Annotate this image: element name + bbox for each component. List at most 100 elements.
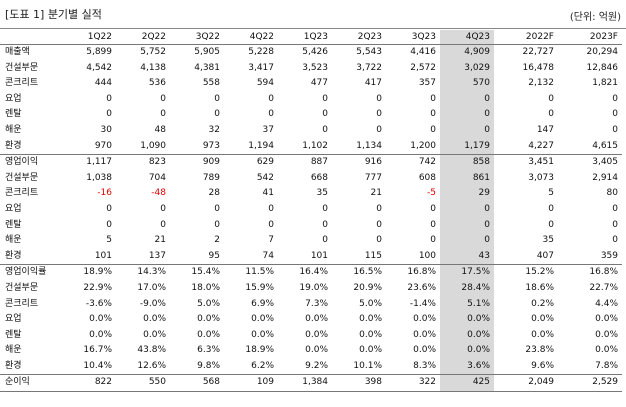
column-header: 2Q22	[116, 30, 170, 45]
table-cell: 0	[376, 109, 382, 120]
table-row: 환경 970 1,090 973 1,194 1,102 1,134 1,200 1,179 4,…	[0, 138, 622, 155]
table-cell: 2,049	[494, 374, 558, 393]
table-cell: 0	[612, 124, 618, 135]
table-cell: 0.0%	[305, 345, 328, 356]
table-cell: 16.7%	[83, 345, 112, 356]
table-cell: 28	[208, 188, 220, 199]
table-cell: 23.8%	[525, 345, 554, 356]
column-header: 2022F	[494, 30, 558, 45]
table-cell: 12,846	[586, 62, 619, 73]
table-cell: 704	[148, 172, 166, 183]
title-bar: [도표 1] 분기별 실적 (단위: 억원)	[0, 0, 626, 29]
table-row: 건설부문 1,038 704 789 542 668 777 608 861 3,073 2,914	[0, 170, 622, 187]
table-cell: 0.0%	[440, 327, 494, 344]
table-cell: 17.5%	[440, 264, 494, 281]
table-cell: 0.2%	[531, 298, 554, 309]
table-row: 콘크리트 444 536 558 594 477 417 357 570 2,132 1,821	[0, 76, 622, 92]
table-cell: 9.6%	[531, 360, 554, 371]
table-cell: 542	[256, 172, 274, 183]
table-cell: 0	[440, 217, 494, 234]
table-cell: 0	[106, 93, 112, 104]
table-cell: 0.0%	[440, 343, 494, 359]
table-cell: 2,914	[592, 172, 618, 183]
table-cell: 425	[440, 374, 494, 393]
table-cell: 0.0%	[531, 314, 554, 325]
column-header: 3Q22	[170, 30, 224, 45]
table-cell: 0	[268, 219, 274, 230]
table-body: 매출액 5,899 5,752 5,905 5,228 5,426 5,543 4,416 4,…	[0, 43, 622, 393]
table-cell: 550	[116, 374, 170, 393]
table-cell: 444	[94, 78, 112, 89]
table-cell: 6.3%	[197, 345, 220, 356]
table-cell: 29	[440, 186, 494, 202]
table-cell: 909	[170, 154, 224, 171]
table-cell: 6.9%	[251, 298, 274, 309]
row-label: 환경	[5, 360, 22, 371]
table-cell: 18.0%	[191, 282, 220, 293]
table-cell: 0	[376, 124, 382, 135]
row-label: 환경	[5, 140, 22, 151]
table-row: 해운 16.7% 43.8% 6.3% 18.9% 0.0% 0.0% 0.0% 0.0% 23.…	[0, 343, 622, 359]
table-cell: 0.0%	[89, 329, 112, 340]
table-row: 영업이익 1,117 823 909 629 887 916 742 858 3,451 3,405	[0, 154, 622, 171]
header-row: 1Q22 2Q22 3Q22 4Q22 1Q23 2Q23 3Q23 4Q23 2022F 202…	[0, 30, 622, 45]
table-cell: 3,029	[440, 60, 494, 77]
table-cell: 0	[612, 219, 618, 230]
table-cell: 3,073	[528, 172, 554, 183]
table-cell: 37	[262, 124, 274, 135]
row-label: 영업이익	[0, 154, 62, 171]
table-cell: 5,905	[170, 43, 224, 61]
table-cell: 20.9%	[353, 282, 382, 293]
table-cell: 0	[376, 203, 382, 214]
table-row: 순이익 822 550 568 109 1,384 398 322 425 2,049 2,529	[0, 374, 622, 393]
table-row: 콘크리트 -16 -48 28 41 35 21 -5 29 5 80	[0, 186, 622, 202]
table-cell: 0	[160, 109, 166, 120]
table-cell: -16	[97, 188, 112, 199]
table-cell: 823	[116, 154, 170, 171]
column-header: 1Q23	[278, 30, 332, 45]
table-cell: 4,416	[386, 43, 440, 61]
table-cell: 322	[386, 374, 440, 393]
table-cell: 0.0%	[359, 345, 382, 356]
table-cell: 19.0%	[299, 282, 328, 293]
table-cell: 861	[440, 170, 494, 187]
table-cell: 0.0%	[197, 329, 220, 340]
table-cell: 0	[322, 203, 328, 214]
table-row: 건설부문 22.9% 17.0% 18.0% 15.9% 19.0% 20.9% 23.6% 2…	[0, 280, 622, 297]
column-header: 4Q22	[224, 30, 278, 45]
table-cell: 0	[376, 235, 382, 246]
table-cell: 0	[322, 124, 328, 135]
table-cell: 15.9%	[245, 282, 274, 293]
table-row: 요업 0 0 0 0 0 0 0 0 0 0	[0, 201, 622, 218]
table-cell: 41	[262, 188, 274, 199]
table-cell: 858	[440, 154, 494, 171]
table-cell: 0	[440, 201, 494, 218]
table-cell: 0	[106, 109, 112, 120]
table-cell: 22.9%	[83, 282, 112, 293]
column-header: 1Q22	[62, 30, 116, 45]
column-header: 4Q23	[440, 30, 494, 45]
table-cell: 7	[268, 235, 274, 246]
table-cell: 407	[536, 250, 554, 261]
table-cell: 0	[440, 122, 494, 139]
table-cell: 0	[612, 203, 618, 214]
table-cell: 35	[542, 235, 554, 246]
table-row: 매출액 5,899 5,752 5,905 5,228 5,426 5,543 4,416 4,…	[0, 43, 622, 61]
table-cell: 0	[430, 219, 436, 230]
table-row: 렌탈 0 0 0 0 0 0 0 0 0 0	[0, 217, 622, 234]
table-cell: 0	[548, 219, 554, 230]
table-cell: 8.3%	[413, 360, 436, 371]
table-cell: 74	[262, 250, 274, 261]
table-cell: 35	[316, 188, 328, 199]
table-cell: 43.8%	[137, 345, 166, 356]
table-cell: 357	[418, 78, 436, 89]
table-cell: 5,899	[62, 43, 116, 61]
table-cell: 742	[386, 154, 440, 171]
table-cell: 0	[430, 109, 436, 120]
table-cell: 0	[214, 93, 220, 104]
row-label: 건설부문	[5, 172, 39, 183]
table-cell: 0	[106, 203, 112, 214]
table-cell: 16.8%	[558, 264, 622, 281]
row-label: 콘크리트	[5, 298, 39, 309]
table-row: 환경 101 137 95 74 101 115 100 43 407 359	[0, 248, 622, 265]
